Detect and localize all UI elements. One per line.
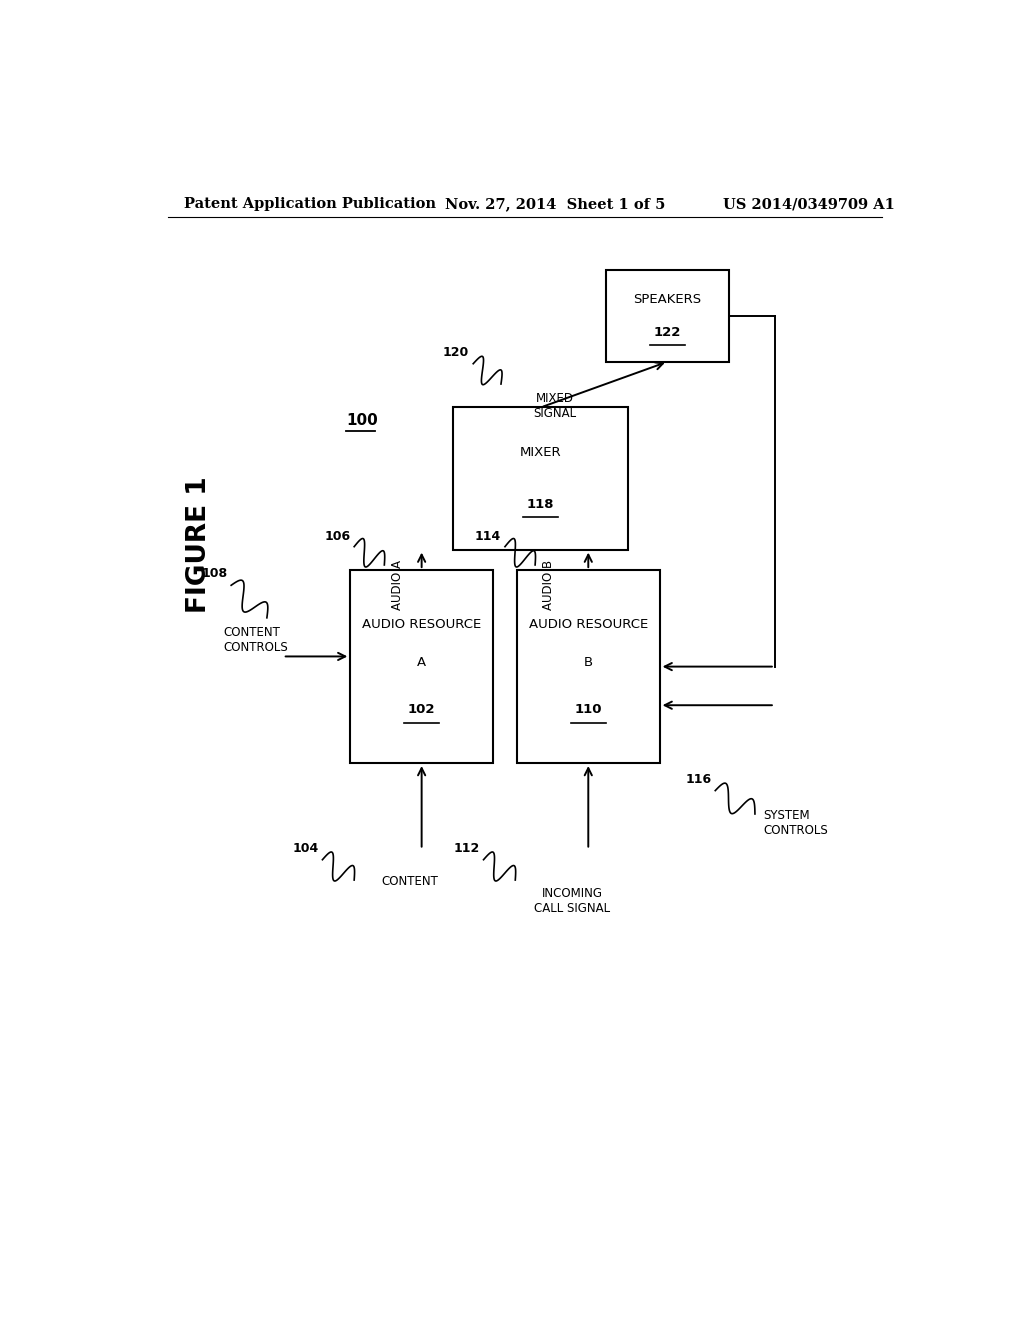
Text: 118: 118 xyxy=(527,498,554,511)
Text: AUDIO RESOURCE: AUDIO RESOURCE xyxy=(528,618,648,631)
Text: 102: 102 xyxy=(408,702,435,715)
Text: 116: 116 xyxy=(685,772,712,785)
Text: AUDIO RESOURCE: AUDIO RESOURCE xyxy=(362,618,481,631)
Text: INCOMING
CALL SIGNAL: INCOMING CALL SIGNAL xyxy=(535,887,610,915)
Text: 100: 100 xyxy=(346,413,378,428)
Text: MIXED
SIGNAL: MIXED SIGNAL xyxy=(534,392,577,420)
Bar xyxy=(454,408,628,549)
Bar xyxy=(350,570,494,763)
Text: CONTENT
CONTROLS: CONTENT CONTROLS xyxy=(223,626,288,653)
Text: 110: 110 xyxy=(574,702,602,715)
Text: 108: 108 xyxy=(201,568,227,581)
Text: SPEAKERS: SPEAKERS xyxy=(634,293,701,306)
Bar xyxy=(517,570,659,763)
Text: 106: 106 xyxy=(324,529,350,543)
Text: 122: 122 xyxy=(654,326,681,339)
Text: 114: 114 xyxy=(475,529,501,543)
Text: AUDIO A: AUDIO A xyxy=(391,560,404,610)
Text: Patent Application Publication: Patent Application Publication xyxy=(183,197,435,211)
Text: B: B xyxy=(584,656,593,669)
Text: AUDIO B: AUDIO B xyxy=(543,560,555,610)
Text: SYSTEM
CONTROLS: SYSTEM CONTROLS xyxy=(763,809,827,837)
Text: FIGURE 1: FIGURE 1 xyxy=(186,477,212,612)
Text: Nov. 27, 2014  Sheet 1 of 5: Nov. 27, 2014 Sheet 1 of 5 xyxy=(445,197,666,211)
Text: MIXER: MIXER xyxy=(520,446,561,459)
Text: A: A xyxy=(417,656,426,669)
Text: CONTENT: CONTENT xyxy=(381,875,438,888)
Bar xyxy=(606,271,729,362)
Text: 112: 112 xyxy=(454,842,479,854)
Text: 104: 104 xyxy=(292,842,318,854)
Text: 120: 120 xyxy=(443,346,469,359)
Text: US 2014/0349709 A1: US 2014/0349709 A1 xyxy=(723,197,895,211)
